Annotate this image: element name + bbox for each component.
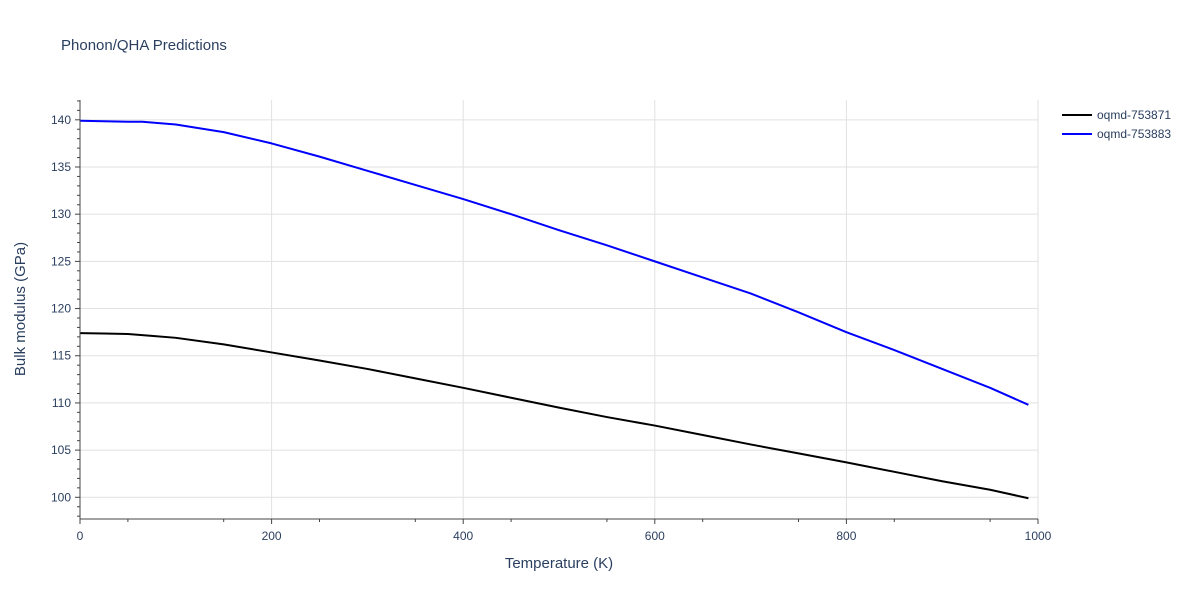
chart-title: Phonon/QHA Predictions bbox=[61, 37, 227, 54]
x-tick-label: 400 bbox=[453, 529, 473, 543]
legend-label: oqmd-753871 bbox=[1097, 108, 1171, 122]
legend[interactable]: oqmd-753871 oqmd-753883 bbox=[1062, 108, 1171, 141]
legend-item-oqmd-753871[interactable]: oqmd-753871 bbox=[1062, 108, 1171, 122]
x-axis-title: Temperature (K) bbox=[505, 555, 613, 572]
y-tick-label: 125 bbox=[51, 254, 71, 268]
series-lines bbox=[79, 119, 1029, 500]
y-tick-label: 120 bbox=[51, 302, 71, 316]
y-tick-label: 110 bbox=[52, 396, 71, 410]
y-tick-label: 115 bbox=[52, 349, 71, 363]
series-line-oqmd-753871[interactable] bbox=[79, 332, 1029, 500]
y-tick-label: 140 bbox=[51, 113, 71, 127]
x-tick-label: 200 bbox=[262, 529, 282, 543]
legend-item-oqmd-753883[interactable]: oqmd-753883 bbox=[1062, 127, 1171, 141]
y-axis-title: Bulk modulus (GPa) bbox=[12, 242, 29, 376]
y-tick-label: 135 bbox=[51, 160, 71, 174]
y-tick-label: 105 bbox=[51, 443, 71, 457]
y-tick-label: 100 bbox=[51, 490, 71, 504]
legend-label: oqmd-753883 bbox=[1097, 127, 1171, 141]
y-tick-label: 130 bbox=[51, 207, 71, 221]
x-tick-label: 0 bbox=[77, 529, 84, 543]
x-tick-label: 1000 bbox=[1025, 529, 1052, 543]
x-tick-label: 600 bbox=[645, 529, 665, 543]
series-line-oqmd-753883[interactable] bbox=[79, 119, 1029, 406]
axes: 0 200 400 600 800 1000 100 105 110 115 120 125 130 13… bbox=[51, 100, 1052, 543]
grid bbox=[80, 100, 1039, 519]
x-tick-label: 800 bbox=[836, 529, 856, 543]
